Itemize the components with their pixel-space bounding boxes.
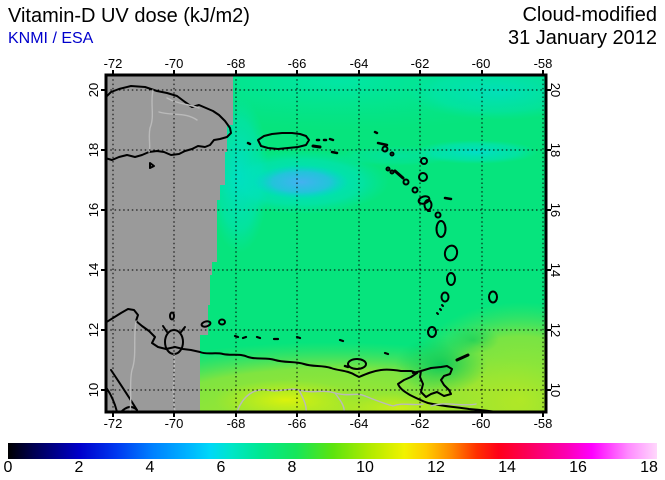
page-title: Vitamin-D UV dose (kJ/m2): [8, 5, 250, 27]
lon-label-bottom: -72: [103, 416, 123, 431]
caribbean-uv-map: [101, 70, 551, 417]
lon-label-bottom: -66: [287, 416, 307, 431]
map-frame: [101, 70, 551, 417]
colorbar-tick: 2: [74, 459, 84, 476]
lat-label-left: 18: [85, 142, 101, 158]
lon-label-top: -66: [287, 56, 307, 71]
graticule: [106, 75, 546, 412]
lon-label-bottom: -68: [226, 416, 246, 431]
mode-label: Cloud-modified: [522, 4, 657, 26]
lat-label-left: 14: [85, 262, 101, 278]
colorbar-tick: 18: [640, 459, 658, 476]
south-america-coast: [107, 308, 418, 378]
lon-label-bottom: -70: [164, 416, 184, 431]
coastlines: [107, 85, 498, 411]
venezuelan-islands: [169, 311, 390, 370]
lon-label-top: -62: [410, 56, 430, 71]
lon-label-bottom: -62: [410, 416, 430, 431]
lon-label-top: -68: [226, 56, 246, 71]
hispaniola-coast: [107, 85, 232, 161]
lon-label-bottom: -58: [533, 416, 553, 431]
lon-label-top: -64: [349, 56, 369, 71]
puerto-rico-coast: [257, 132, 310, 150]
colorbar-tick: 6: [216, 459, 226, 476]
colorbar-tick: 4: [145, 459, 155, 476]
lon-label-bottom: -60: [471, 416, 491, 431]
colorbar-tick: 8: [287, 459, 297, 476]
lon-label-top: -58: [533, 56, 553, 71]
colorbar-labels: 0 2 4 6 8 10 12 14 16 18: [4, 459, 658, 479]
lat-label-left: 16: [85, 202, 101, 218]
date-label: 31 January 2012: [507, 27, 657, 49]
colorbar-tick: 0: [3, 459, 13, 476]
colorbar-tick: 12: [427, 459, 445, 476]
colorbar-tick: 10: [356, 459, 374, 476]
inland-borders: [129, 89, 477, 411]
lon-label-top: -70: [164, 56, 184, 71]
no-data-region: [107, 76, 233, 411]
lat-label-left: 12: [85, 322, 101, 338]
lat-label-left: 10: [85, 382, 101, 398]
colorbar-tick: 16: [569, 459, 587, 476]
lat-label-left: 20: [85, 82, 101, 98]
lon-label-top: -72: [103, 56, 123, 71]
lesser-antilles: [373, 130, 498, 338]
tobago-coast: [455, 353, 470, 362]
lon-label-bottom: -64: [349, 416, 369, 431]
lon-label-top: -60: [471, 56, 491, 71]
colorbar-gradient: [8, 443, 657, 459]
provider-label: KNMI / ESA: [8, 30, 94, 47]
colorbar-tick: 14: [498, 459, 516, 476]
